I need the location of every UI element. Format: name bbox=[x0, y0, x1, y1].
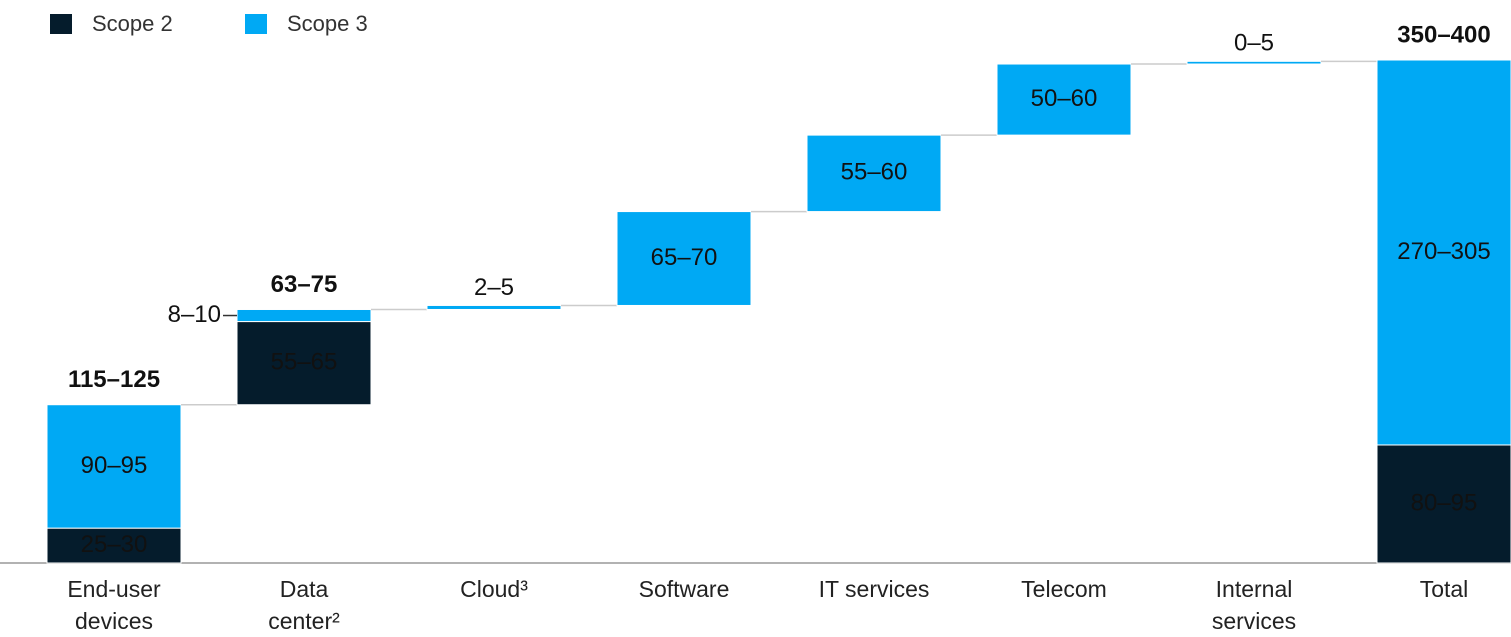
legend-label: Scope 2 bbox=[92, 11, 173, 36]
bar-segment bbox=[1376, 59, 1511, 446]
x-tick-label: Cloud³ bbox=[460, 576, 528, 602]
bar-segment bbox=[46, 404, 182, 529]
bar-segment bbox=[46, 527, 182, 564]
x-tick-label: IT services bbox=[819, 576, 930, 602]
bar-segment bbox=[996, 63, 1132, 136]
value-label: 55–65 bbox=[271, 348, 338, 375]
subtotal-label: 350–400 bbox=[1397, 21, 1490, 48]
value-label: 80–95 bbox=[1411, 489, 1478, 516]
value-label: 90–95 bbox=[81, 452, 148, 479]
bar-segment bbox=[236, 321, 372, 406]
x-tick-label: Internal services bbox=[1212, 576, 1296, 634]
value-label: 25–30 bbox=[81, 531, 148, 558]
x-tick-label: End-user devices bbox=[67, 576, 161, 634]
subtotal-label: 63–75 bbox=[271, 271, 338, 298]
legend-label: Scope 3 bbox=[287, 11, 368, 36]
x-tick-label: Telecom bbox=[1021, 576, 1107, 602]
x-tick-label: Software bbox=[639, 576, 730, 602]
value-label: 2–5 bbox=[474, 274, 514, 301]
bar-segment bbox=[236, 308, 372, 323]
x-tick-label: Total bbox=[1420, 576, 1469, 602]
bar-segment bbox=[1376, 444, 1511, 564]
bar-segment bbox=[1186, 60, 1322, 65]
x-tick-label: Data center² bbox=[268, 576, 340, 634]
value-label: 55–60 bbox=[841, 159, 908, 186]
value-label: 8–10 bbox=[168, 301, 221, 328]
legend-swatch bbox=[245, 14, 267, 34]
bar-segment bbox=[616, 211, 752, 306]
legend-swatch bbox=[50, 14, 72, 34]
bar-segment bbox=[426, 304, 562, 310]
value-label: 270–305 bbox=[1397, 238, 1490, 265]
value-label: 50–60 bbox=[1031, 85, 1098, 112]
value-label: 0–5 bbox=[1234, 30, 1274, 57]
bar-segment bbox=[806, 134, 942, 213]
subtotal-label: 115–125 bbox=[68, 366, 160, 393]
value-label: 65–70 bbox=[651, 244, 718, 271]
